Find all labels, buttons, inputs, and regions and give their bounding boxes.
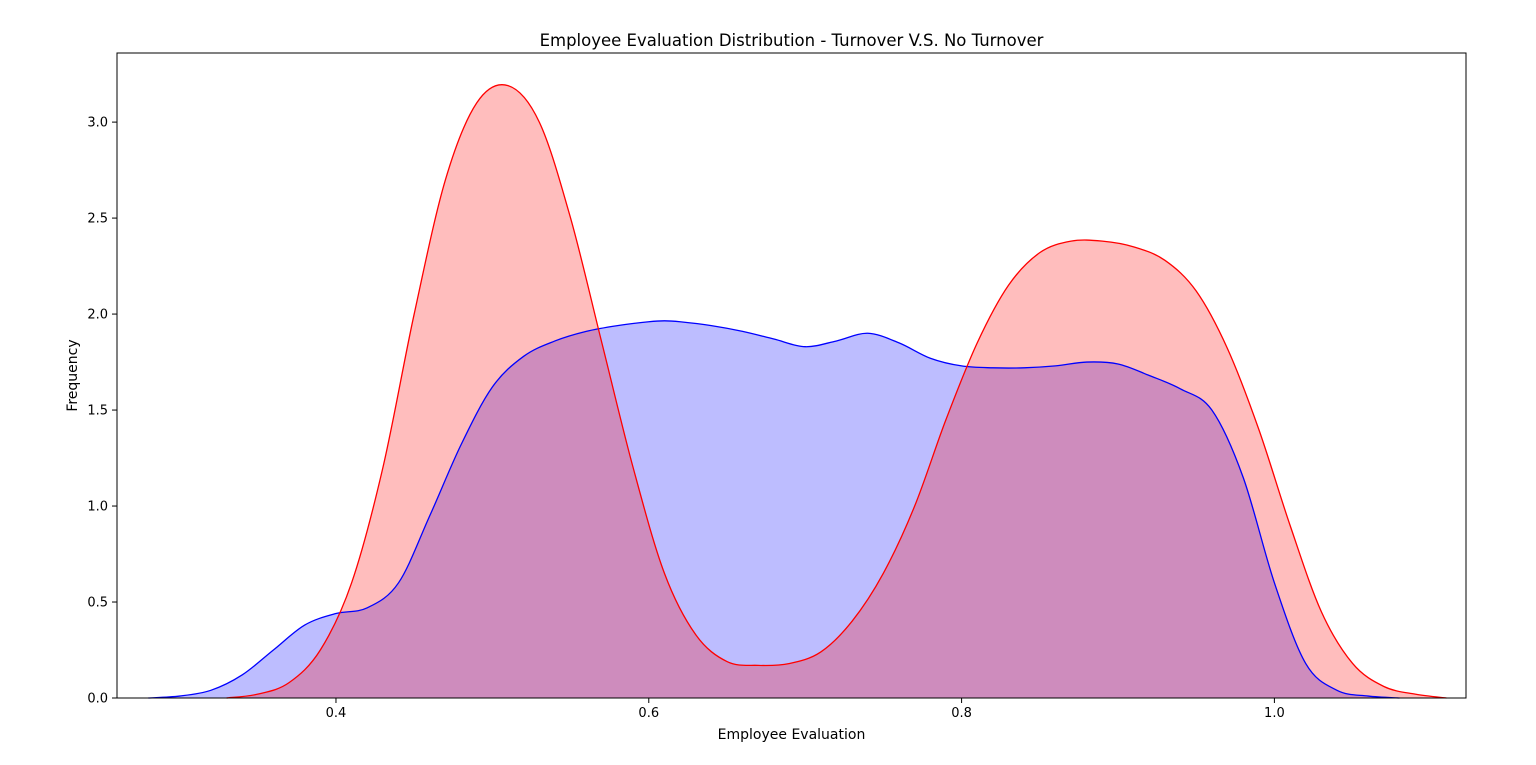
x-tick-label: 0.4 — [326, 706, 347, 721]
y-axis-label: Frequency — [65, 339, 81, 411]
x-axis-label: Employee Evaluation — [718, 727, 866, 743]
series-1-line — [148, 320, 1400, 699]
x-axis-ticks: 0.4 0.6 0.8 1.0 — [326, 698, 1285, 721]
y-axis-ticks: 0.0 0.5 1.0 1.5 2.0 2.5 3.0 — [87, 116, 117, 707]
x-tick-label: 0.8 — [951, 706, 972, 721]
x-tick-label: 1.0 — [1264, 706, 1285, 721]
y-tick-label: 2.5 — [87, 212, 108, 227]
series-2-line — [226, 84, 1447, 699]
y-tick-label: 1.5 — [87, 404, 108, 419]
x-tick-label: 0.6 — [638, 706, 659, 721]
axes-frame — [116, 52, 1467, 699]
y-tick-label: 0.0 — [87, 692, 108, 707]
series-2-area — [226, 84, 1447, 698]
y-tick-label: 3.0 — [87, 116, 108, 131]
plot-area — [148, 84, 1447, 699]
y-tick-label: 1.0 — [87, 500, 108, 515]
y-tick-label: 2.0 — [87, 308, 108, 323]
chart-title: Employee Evaluation Distribution - Turno… — [540, 31, 1044, 50]
series-1-area — [148, 320, 1400, 698]
y-tick-label: 0.5 — [87, 596, 108, 611]
